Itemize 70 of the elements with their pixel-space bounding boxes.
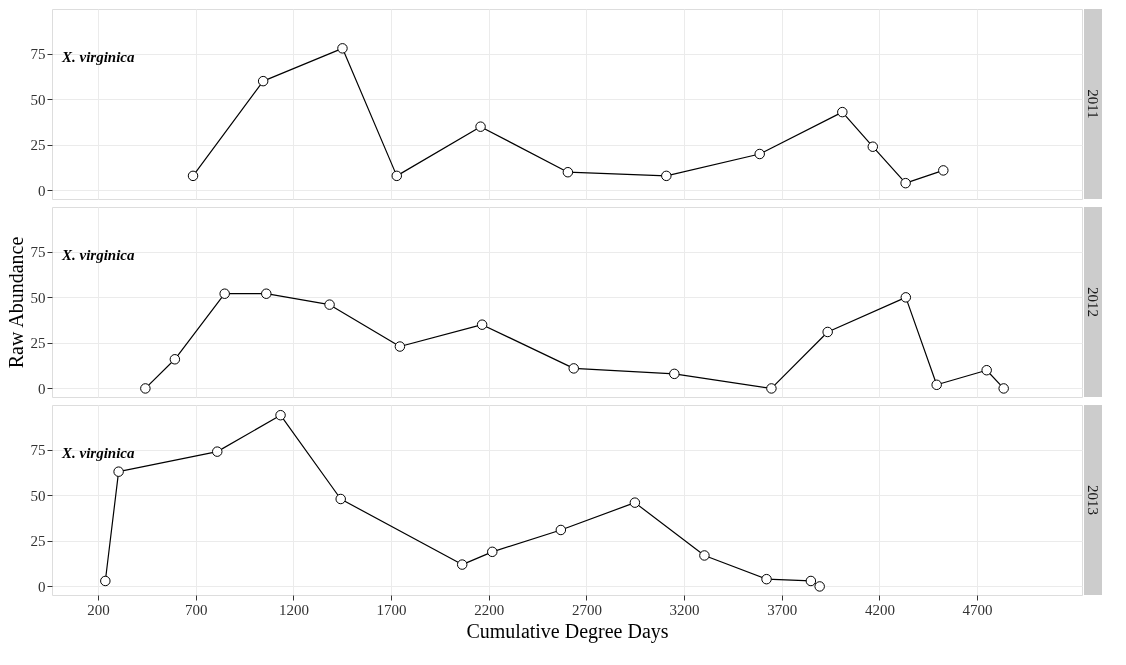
x-tick-label: 1200: [278, 601, 309, 618]
y-axis-title: Raw Abundance: [4, 236, 27, 369]
text: 2013: [1085, 485, 1101, 515]
point: [805, 575, 817, 587]
point: [900, 177, 911, 189]
y-tick-label: 25: [30, 335, 46, 352]
point: [456, 559, 468, 570]
x-tick-label: 4700: [962, 601, 993, 618]
y-tick-label: 0: [38, 182, 46, 199]
point: [187, 170, 199, 182]
point: [219, 288, 230, 299]
point: [931, 379, 942, 391]
point: [476, 319, 488, 330]
point: [475, 121, 486, 132]
point: [669, 368, 680, 380]
point: [766, 383, 777, 394]
x-tick-label: 200: [87, 601, 110, 618]
x-tick-label: 1700: [376, 601, 407, 618]
x-tick-label: 3700: [767, 601, 798, 618]
y-tick-label: 75: [30, 46, 46, 63]
point: [837, 106, 848, 118]
point: [261, 288, 272, 299]
point: [487, 546, 498, 558]
point: [212, 446, 223, 457]
point: [100, 575, 111, 587]
point: [257, 75, 269, 87]
point: [661, 170, 672, 182]
y-tick-label: 50: [30, 487, 46, 504]
point: [900, 292, 912, 303]
point: [568, 363, 579, 374]
y-tick-label: 25: [30, 533, 46, 550]
y-tick-label: 75: [30, 442, 46, 459]
point: [629, 497, 641, 508]
x-tick-label: 4200: [864, 601, 895, 618]
annotation: X. virginica: [61, 247, 135, 263]
point: [169, 354, 181, 365]
point: [562, 166, 574, 178]
x-tick-label: 2700: [571, 601, 602, 618]
point: [981, 364, 992, 376]
point: [113, 466, 124, 477]
point: [938, 165, 949, 176]
point: [814, 581, 825, 592]
y-tick-label: 50: [30, 91, 46, 108]
point: [335, 493, 346, 505]
point: [394, 341, 406, 352]
text: 2012: [1085, 287, 1101, 317]
y-tick-label: 50: [30, 289, 46, 306]
y-tick-label: 0: [38, 578, 46, 595]
y-tick-label: 0: [38, 380, 46, 397]
point: [867, 141, 879, 152]
x-axis-title: Cumulative Degree Days: [466, 619, 669, 643]
point: [699, 550, 710, 561]
point: [324, 299, 335, 310]
annotation: X. virginica: [61, 445, 135, 461]
annotation: X. virginica: [61, 49, 135, 65]
point: [275, 409, 286, 421]
x-tick-label: 700: [185, 601, 208, 618]
x-tick-label: 2200: [474, 601, 505, 618]
point: [822, 326, 833, 338]
point: [337, 43, 348, 54]
y-tick-label: 75: [30, 244, 46, 261]
point: [754, 148, 765, 160]
point: [391, 170, 403, 182]
point: [555, 524, 567, 536]
x-tick-label: 3200: [669, 601, 700, 618]
y-tick-label: 25: [30, 137, 46, 154]
point: [761, 573, 772, 585]
text: 2011: [1085, 89, 1101, 119]
point: [140, 383, 151, 394]
point: [998, 383, 1009, 394]
